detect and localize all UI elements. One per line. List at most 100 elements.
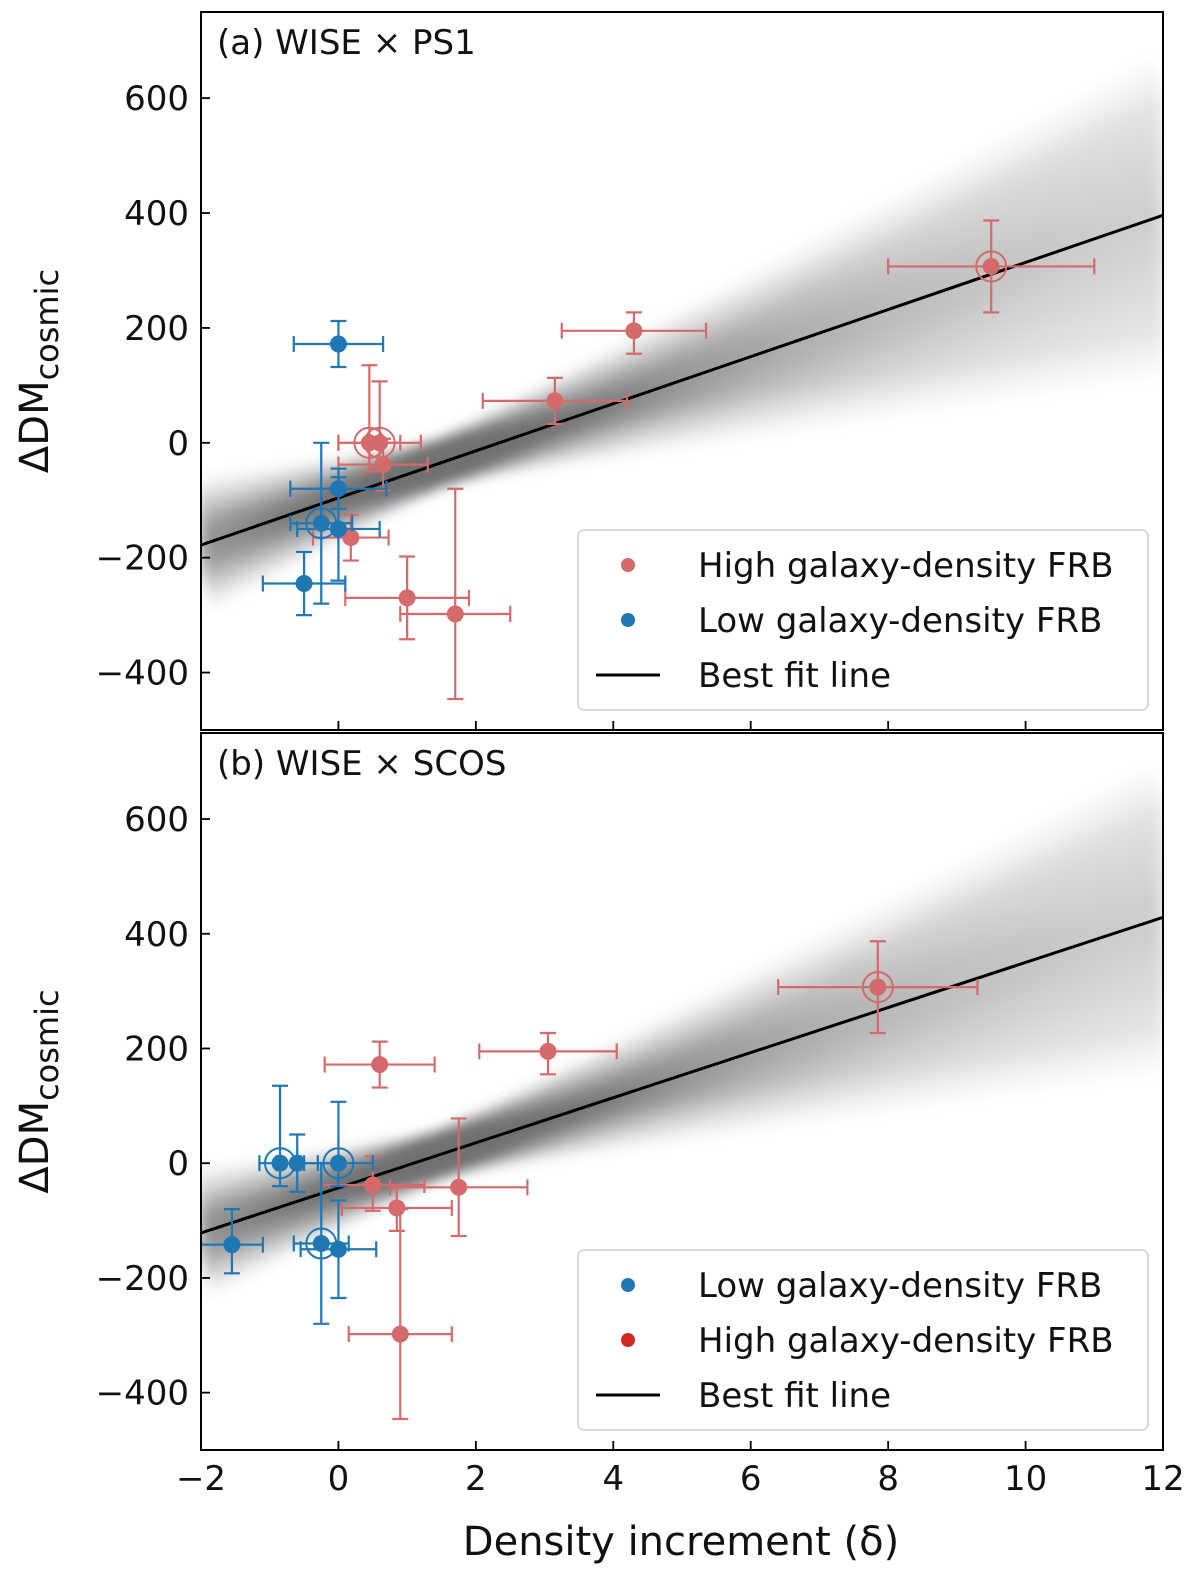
x-tick-label: 12 bbox=[1141, 1459, 1184, 1499]
best-fit-line bbox=[201, 915, 1163, 1235]
point-marker bbox=[329, 1240, 347, 1258]
point-marker bbox=[312, 514, 330, 532]
point-marker bbox=[312, 1235, 330, 1253]
panel-a: −400 −200 0 200 400 600 (a) WISE × PS1 ΔDMcosmi… bbox=[12, 11, 1164, 731]
point-marker bbox=[446, 605, 464, 623]
y-axis-label: ΔDMcosmic bbox=[12, 269, 66, 473]
fit-band-line bbox=[201, 126, 1163, 589]
data-point bbox=[777, 940, 979, 1035]
legend-label: Best fit line bbox=[698, 656, 891, 696]
panel-title: (b) WISE × SCOS bbox=[217, 744, 506, 784]
panel-b: −400 −200 0 200 400 600 −2 0 2 4 6 8 10 12 (b) WISE × … bbox=[12, 732, 1185, 1499]
best-fit-line bbox=[201, 213, 1163, 547]
legend-marker bbox=[621, 613, 635, 627]
point-marker bbox=[398, 589, 416, 607]
point-marker bbox=[371, 1056, 389, 1074]
legend-box bbox=[577, 1249, 1149, 1431]
point-marker bbox=[364, 1176, 382, 1194]
y-axis-label-subscript: cosmic bbox=[28, 269, 66, 381]
y-axis-label-subscript: cosmic bbox=[28, 989, 66, 1101]
y-tick-label: 400 bbox=[124, 194, 189, 234]
point-marker bbox=[288, 1154, 306, 1172]
data-point bbox=[337, 437, 429, 492]
point-marker bbox=[450, 1178, 468, 1196]
y-tick-label: 0 bbox=[167, 424, 189, 464]
data-point bbox=[481, 376, 629, 425]
legend-label: Best fit line bbox=[698, 1376, 891, 1416]
data-point bbox=[478, 1031, 618, 1076]
point-marker bbox=[546, 392, 564, 410]
fit-uncertainty-band bbox=[201, 831, 1163, 1276]
y-tick-label: 0 bbox=[167, 1144, 189, 1184]
data-point bbox=[302, 1100, 374, 1188]
y-axis-label: ΔDMcosmic bbox=[12, 989, 66, 1193]
y-tick-label: 600 bbox=[124, 800, 189, 840]
point-marker bbox=[329, 520, 347, 538]
point-marker bbox=[223, 1236, 241, 1254]
data-point bbox=[261, 550, 347, 617]
plot-area bbox=[201, 126, 1163, 701]
x-tick-label: 0 bbox=[328, 1459, 350, 1499]
y-axis-label-main: ΔDM bbox=[12, 1101, 58, 1194]
plot-area bbox=[201, 831, 1163, 1421]
point-marker bbox=[391, 1325, 409, 1343]
point-ring bbox=[861, 971, 894, 1004]
y-axis-label-main: ΔDM bbox=[12, 380, 58, 473]
legend: Low galaxy-density FRB High galaxy-densit… bbox=[577, 1249, 1149, 1431]
point-marker bbox=[539, 1042, 557, 1060]
data-point bbox=[292, 1162, 350, 1325]
y-tick-label: 200 bbox=[124, 1029, 189, 1069]
data-point bbox=[560, 311, 708, 355]
fit-band-line bbox=[201, 831, 1163, 1276]
x-tick-label: 10 bbox=[1004, 1459, 1047, 1499]
legend-label: Low galaxy-density FRB bbox=[698, 1266, 1102, 1306]
point-marker bbox=[295, 575, 313, 593]
legend-box bbox=[577, 529, 1149, 711]
legend-marker bbox=[621, 1333, 635, 1347]
point-marker bbox=[371, 434, 389, 452]
y-tick-label: 400 bbox=[124, 915, 189, 955]
data-point bbox=[296, 476, 381, 582]
y-tick-label: −400 bbox=[96, 654, 189, 694]
data-point bbox=[299, 1199, 378, 1300]
x-tick-label: 6 bbox=[740, 1459, 762, 1499]
data-point bbox=[347, 1207, 453, 1421]
y-tick-label: −200 bbox=[96, 539, 189, 579]
point-ring bbox=[975, 250, 1008, 283]
legend-label: Low galaxy-density FRB bbox=[698, 601, 1102, 641]
data-point bbox=[340, 1183, 453, 1232]
x-tick-label: 4 bbox=[602, 1459, 624, 1499]
data-point bbox=[201, 1207, 264, 1275]
point-marker bbox=[869, 978, 887, 996]
x-axis-label: Density increment (δ) bbox=[463, 1519, 899, 1565]
x-tick-label: −2 bbox=[176, 1459, 226, 1499]
axes-frame bbox=[200, 732, 1164, 1451]
point-marker bbox=[329, 335, 347, 353]
legend-label: High galaxy-density FRB bbox=[698, 546, 1114, 586]
point-marker bbox=[329, 1154, 347, 1172]
point-marker bbox=[625, 322, 643, 340]
data-point bbox=[887, 219, 1096, 314]
legend-marker bbox=[621, 558, 635, 572]
y-tick-label: −400 bbox=[96, 1374, 189, 1414]
x-tick-label: 8 bbox=[877, 1459, 899, 1499]
point-marker bbox=[342, 529, 360, 547]
data-point bbox=[292, 319, 385, 369]
legend-marker bbox=[621, 1278, 635, 1292]
point-marker bbox=[388, 1199, 406, 1217]
data-point bbox=[323, 1040, 436, 1089]
data-point bbox=[399, 487, 512, 701]
y-tick-label: −200 bbox=[96, 1259, 189, 1299]
y-tick-label: 200 bbox=[124, 309, 189, 349]
data-point bbox=[344, 555, 471, 641]
point-marker bbox=[374, 456, 392, 474]
data-point bbox=[388, 1117, 529, 1238]
legend-label: High galaxy-density FRB bbox=[698, 1321, 1114, 1361]
y-tick-label: 600 bbox=[124, 79, 189, 119]
x-tick-label: 2 bbox=[465, 1459, 487, 1499]
panel-title: (a) WISE × PS1 bbox=[217, 23, 476, 63]
axes-frame bbox=[200, 11, 1164, 731]
legend: High galaxy-density FRB Low galaxy-densit… bbox=[577, 529, 1149, 711]
point-marker bbox=[982, 257, 1000, 275]
